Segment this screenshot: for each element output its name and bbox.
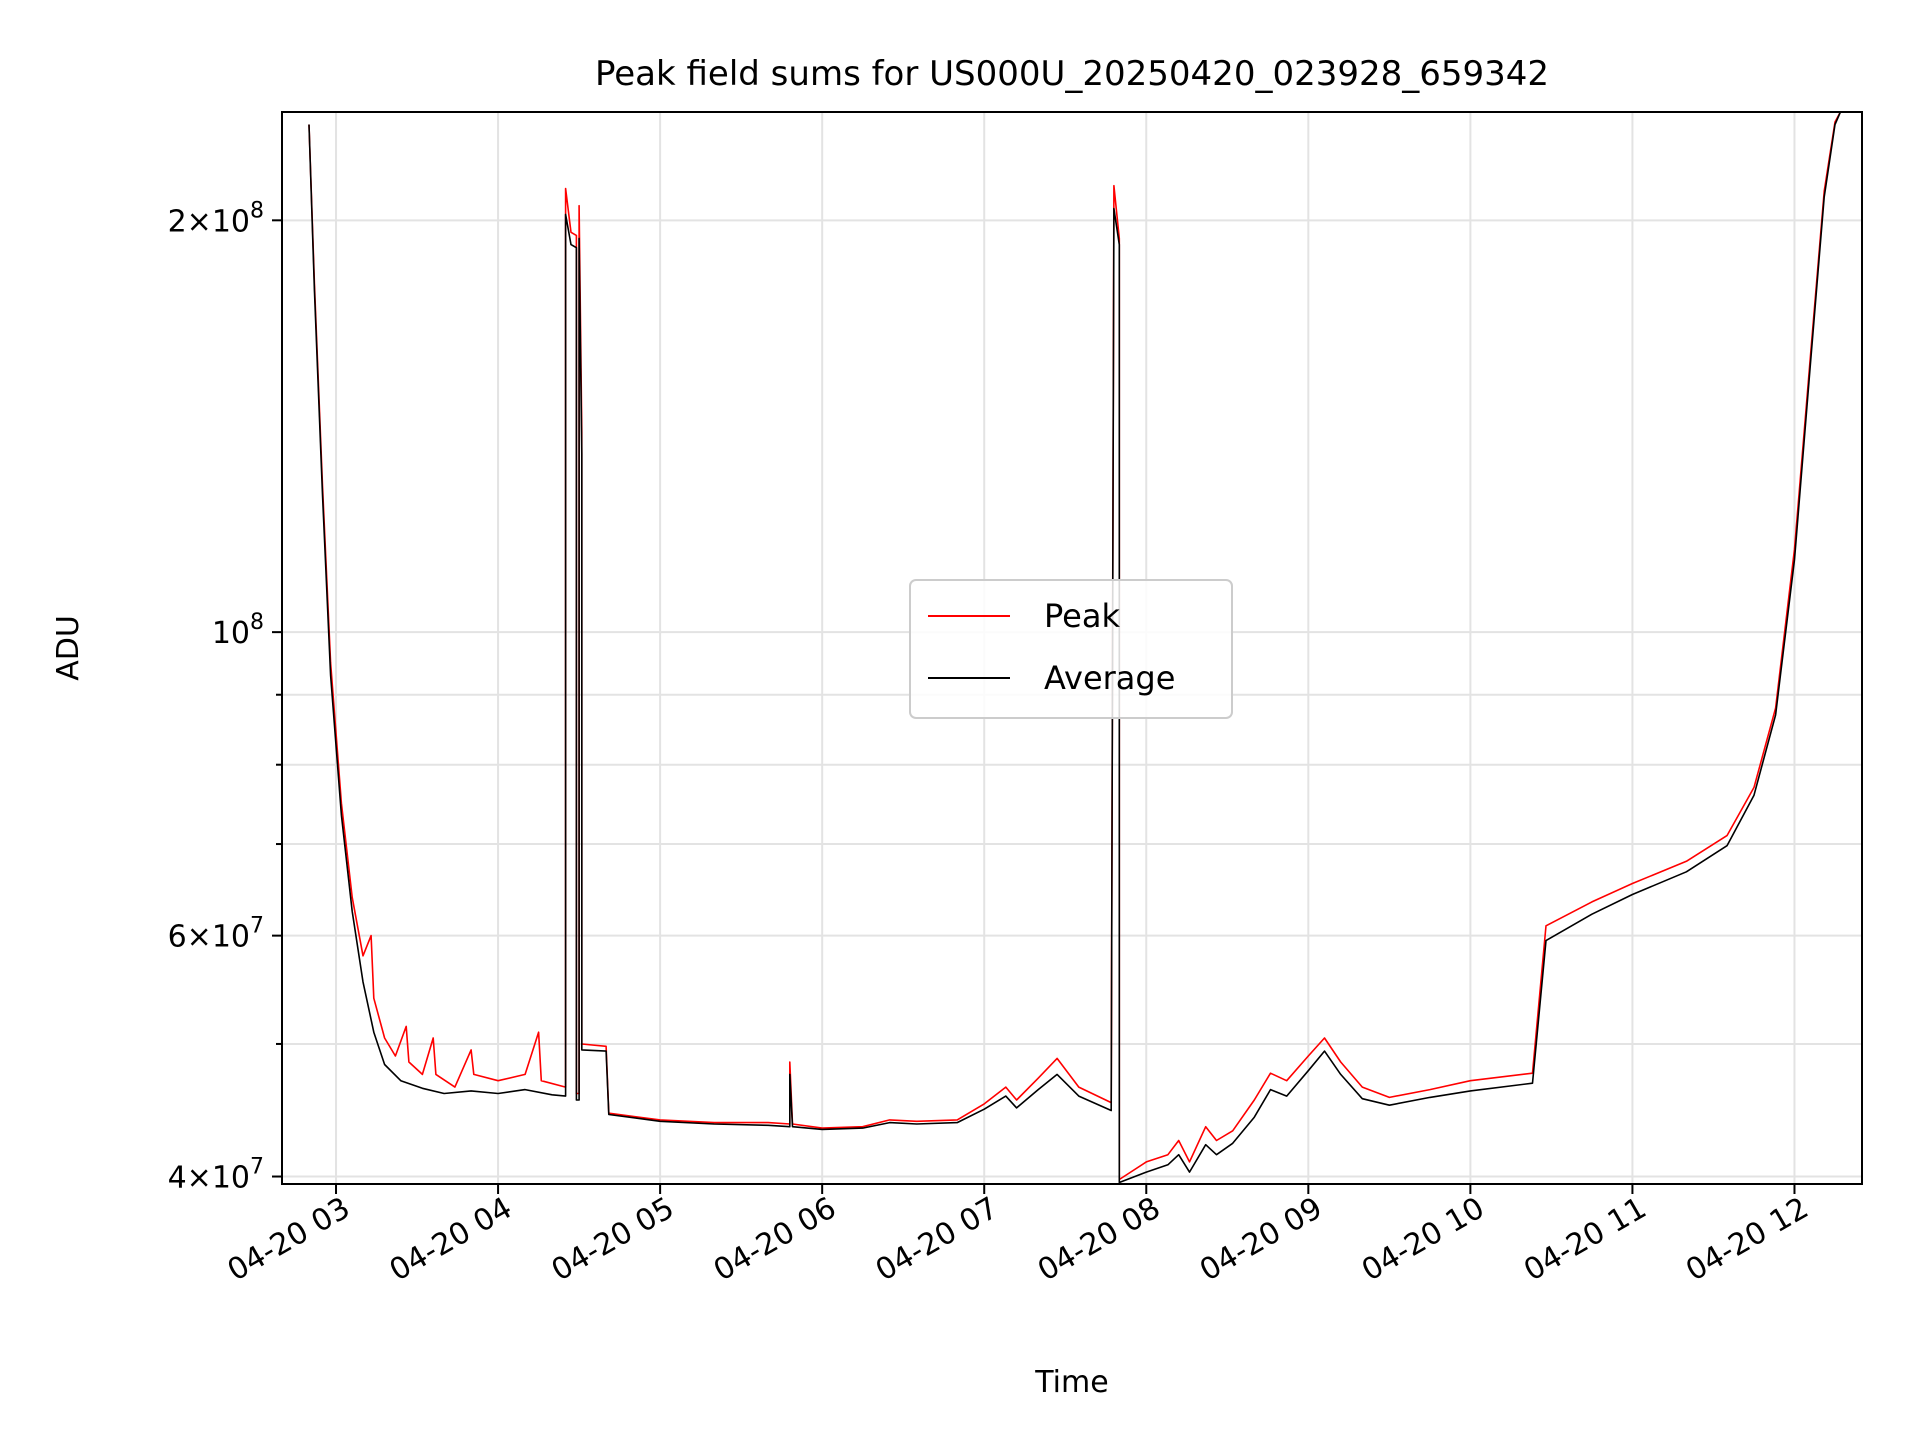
legend-label-average: Average xyxy=(1044,659,1175,697)
plot-frame xyxy=(281,111,1863,1185)
y-tick-label: 108 xyxy=(212,610,264,651)
y-tick-label: 4×107 xyxy=(168,1155,264,1196)
series-line-average xyxy=(308,112,1842,1184)
x-axis-label: Time xyxy=(1034,1365,1108,1400)
legend-box xyxy=(909,579,1233,719)
legend-label-peak: Peak xyxy=(1044,597,1120,635)
y-tick-label: 2×108 xyxy=(168,198,264,239)
plot-lines xyxy=(308,112,1842,1184)
chart-title: Peak field sums for US000U_20250420_0239… xyxy=(595,54,1549,94)
y-axis: 4×107 6×107 108 2×108 xyxy=(168,198,282,1196)
series-line-peak xyxy=(308,112,1842,1181)
legend: Peak Average xyxy=(909,579,1233,719)
y-axis-label: ADU xyxy=(51,615,86,681)
y-tick-label: 6×107 xyxy=(168,914,264,955)
